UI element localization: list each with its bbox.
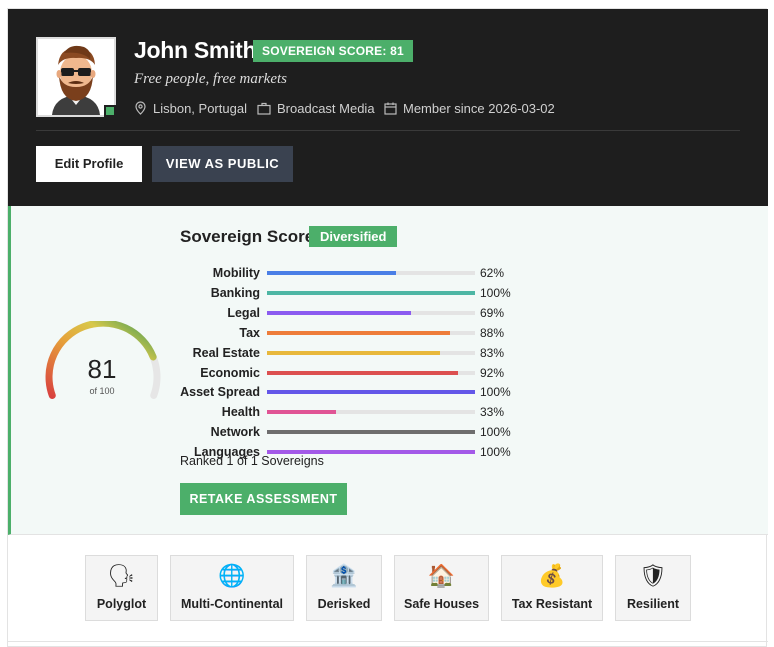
metric-bar-track	[267, 350, 475, 355]
metric-percent: 92%	[480, 365, 505, 380]
metric-label: Economic	[200, 365, 260, 380]
score-gauge	[45, 321, 161, 399]
metric-row: Economic 92%	[180, 364, 540, 382]
score-max-label: of 100	[89, 386, 115, 396]
metric-label: Legal	[227, 305, 260, 320]
view-as-public-button[interactable]: VIEW AS PUBLIC	[152, 146, 293, 182]
bank-icon: 🏦	[330, 563, 358, 588]
metric-percent: 33%	[480, 405, 505, 420]
metric-label: Languages	[194, 445, 260, 460]
metric-label: Real Estate	[192, 345, 260, 360]
briefcase-icon	[257, 102, 271, 115]
badge-polyglot[interactable]: 🗣 Polyglot	[85, 555, 158, 621]
profile-name: John Smith	[134, 37, 257, 63]
metric-row: Banking 100%	[180, 284, 540, 302]
tier-badge: Diversified	[309, 226, 398, 247]
location-meta: Lisbon, Portugal	[134, 99, 247, 117]
retake-assessment-button[interactable]: RETAKE ASSESSMENT	[180, 483, 347, 515]
metric-row: Health 33%	[180, 403, 540, 421]
metric-bar-fill	[267, 350, 440, 355]
industry-text: Broadcast Media	[277, 100, 375, 116]
shield-icon: 🛡	[639, 563, 667, 588]
metric-percent: 100%	[480, 385, 511, 400]
online-status-indicator	[104, 105, 116, 117]
metric-percent: 83%	[480, 345, 505, 360]
metric-bar-track	[267, 390, 475, 395]
profile-card: John Smith SOVEREIGN SCORE: 81 Free peop…	[7, 8, 768, 647]
metric-percent: 100%	[480, 445, 511, 460]
globe-icon: 🌐	[218, 563, 246, 588]
metric-row: Languages 100%	[180, 443, 540, 461]
speaking-head-icon: 🗣	[107, 563, 136, 588]
badge-safe-houses[interactable]: 🏠 Safe Houses	[394, 555, 489, 621]
member-since-meta: Member since 2026-03-02	[384, 99, 555, 117]
metric-bar-track	[267, 310, 475, 315]
metric-label: Mobility	[212, 266, 260, 280]
badge-tax-resistant[interactable]: 💰 Tax Resistant	[501, 555, 603, 621]
bottom-divider	[8, 641, 768, 642]
metric-bar-fill	[267, 410, 336, 415]
metric-percent: 100%	[480, 425, 511, 440]
sovereign-score-panel: 81 of 100 Sovereign Score Diversified Mo…	[8, 206, 768, 535]
metric-row: Tax 88%	[180, 324, 540, 342]
badge-label: Resilient	[626, 597, 680, 611]
profile-header: John Smith SOVEREIGN SCORE: 81 Free peop…	[8, 9, 768, 206]
metric-row: Asset Spread 100%	[180, 383, 540, 401]
badge-label: Polyglot	[96, 597, 147, 611]
metric-percent: 88%	[480, 325, 505, 340]
score-value: 81	[87, 354, 117, 384]
metric-bar-track	[267, 271, 475, 275]
metric-bar-fill	[267, 290, 475, 295]
metric-bar-fill	[267, 430, 475, 435]
ranking-text: Ranked 1 of 1 Sovereigns	[180, 454, 324, 468]
metric-label: Health	[221, 405, 260, 420]
money-bag-icon: 💰	[538, 563, 566, 588]
metric-percent: 62%	[480, 266, 505, 280]
sovereign-score-title: Sovereign Score	[180, 227, 315, 246]
edit-profile-button[interactable]: Edit Profile	[36, 146, 142, 182]
profile-tagline: Free people, free markets	[134, 71, 287, 87]
metric-row: Real Estate 83%	[180, 344, 540, 362]
metric-bar-fill	[267, 310, 411, 315]
location-pin-icon	[135, 101, 146, 115]
badge-resilient[interactable]: 🛡 Resilient	[615, 555, 691, 621]
metric-bar-track	[267, 410, 475, 415]
badge-label: Derisked	[317, 597, 371, 611]
metric-bar-fill	[267, 271, 396, 275]
bearded-man-avatar-icon	[38, 39, 114, 115]
industry-meta: Broadcast Media	[257, 99, 375, 117]
achievement-badges: 🗣 Polyglot 🌐 Multi-Continental 🏦 Derisked 🏠 Saf…	[8, 535, 768, 645]
metric-row: Mobility 62%	[180, 264, 540, 282]
avatar	[36, 37, 116, 117]
metric-percent: 100%	[480, 285, 511, 300]
metric-label: Asset Spread	[180, 385, 260, 400]
metric-bar-fill	[267, 370, 459, 375]
badge-label: Safe Houses	[403, 597, 480, 611]
metric-bar-track	[267, 330, 475, 335]
badge-derisked[interactable]: 🏦 Derisked	[306, 555, 382, 621]
calendar-icon	[384, 102, 397, 115]
metric-bar-fill	[267, 330, 451, 335]
metric-bar-track	[267, 450, 475, 455]
metric-bar-track	[267, 430, 475, 435]
metric-row: Legal 69%	[180, 304, 540, 322]
metric-bar-fill	[267, 390, 475, 395]
metric-label: Tax	[239, 325, 260, 340]
metric-percent: 69%	[480, 305, 505, 320]
badge-label: Tax Resistant	[511, 597, 593, 611]
metric-bar-track	[267, 370, 475, 375]
sovereign-score-badge: SOVEREIGN SCORE: 81	[253, 40, 413, 62]
metric-label: Network	[210, 425, 260, 440]
metric-bar-track	[267, 290, 475, 295]
metric-bar-fill	[267, 450, 475, 455]
header-divider	[36, 130, 740, 131]
metric-label: Banking	[210, 285, 260, 300]
badge-label: Multi-Continental	[180, 597, 284, 611]
metric-row: Network 100%	[180, 423, 540, 441]
location-text: Lisbon, Portugal	[153, 100, 247, 116]
member-since-text: Member since 2026-03-02	[403, 100, 555, 116]
house-icon: 🏠	[427, 563, 456, 588]
badge-multi-continental[interactable]: 🌐 Multi-Continental	[170, 555, 294, 621]
